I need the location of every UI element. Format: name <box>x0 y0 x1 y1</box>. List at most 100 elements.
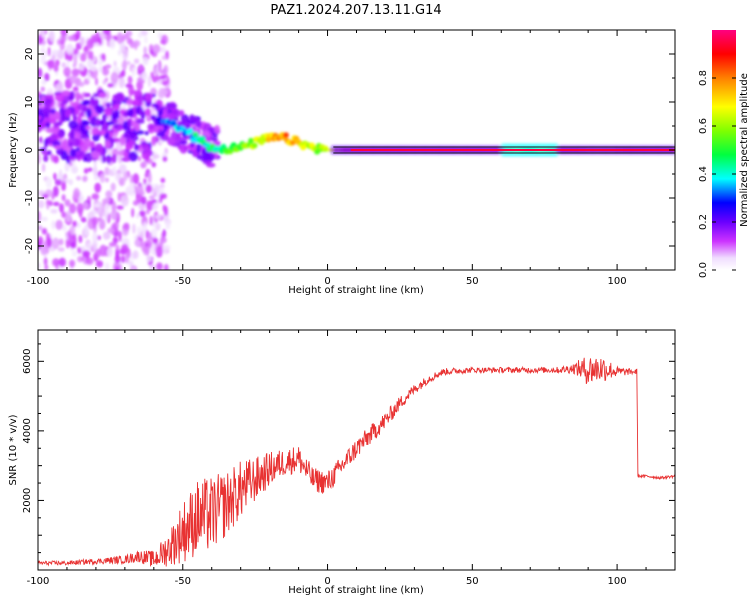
heatmap-cell <box>94 182 102 193</box>
heatmap-cell <box>82 156 88 162</box>
heatmap-cell <box>130 90 141 95</box>
heatmap-cell <box>59 203 64 213</box>
heatmap-cell <box>72 63 77 68</box>
heatmap-cell <box>57 130 63 137</box>
heatmap-cell <box>179 140 188 145</box>
heatmap-cell <box>154 214 162 219</box>
heatmap-cell <box>167 136 177 146</box>
heatmap-cell <box>83 224 89 237</box>
heatmap-cell <box>38 262 41 269</box>
heatmap-cell <box>107 227 115 234</box>
y-tick-label: 2000 <box>22 488 33 513</box>
heatmap-cell <box>112 166 117 174</box>
heatmap-cell <box>187 128 194 134</box>
heatmap-cell <box>117 125 123 131</box>
heatmap-cell <box>78 150 85 158</box>
heatmap-cell <box>123 133 131 139</box>
heatmap-cell <box>40 95 46 103</box>
heatmap-cell <box>106 121 115 126</box>
heatmap-cell <box>58 257 66 267</box>
heatmap-cell <box>87 58 93 69</box>
heatmap-cell <box>45 200 53 205</box>
heatmap-cell <box>80 245 86 251</box>
heatmap-cell <box>132 223 136 234</box>
heatmap-cell <box>109 38 116 50</box>
heatmap-cell <box>141 71 148 81</box>
heatmap-cell <box>137 226 141 238</box>
heatmap-cell <box>138 79 145 84</box>
heatmap-cell <box>79 36 85 47</box>
heatmap-cell <box>54 111 61 120</box>
colorbar-gradient <box>712 30 736 270</box>
heatmap-cell <box>147 123 155 131</box>
heatmap-cell <box>82 120 90 126</box>
heatmap-cell <box>68 120 78 129</box>
heatmap-cell <box>137 32 143 39</box>
heatmap-cell <box>91 216 99 226</box>
heatmap-cell <box>54 179 62 186</box>
heatmap-cell <box>111 153 117 164</box>
heatmap-cell <box>143 178 147 185</box>
heatmap-cell <box>107 83 114 88</box>
heatmap-cell <box>71 250 77 257</box>
heatmap-cell <box>104 166 110 176</box>
heatmap-cell <box>162 204 166 212</box>
heatmap-cell <box>49 30 55 43</box>
heatmap-cell <box>79 125 86 132</box>
heatmap-cell <box>52 237 60 250</box>
heatmap-cell <box>95 260 104 268</box>
heatmap-cell <box>108 242 117 247</box>
heatmap-cell <box>104 262 110 270</box>
heatmap-cell <box>76 175 82 181</box>
heatmap-cell <box>147 75 152 88</box>
heatmap-cell <box>69 75 78 84</box>
heatmap-cell <box>94 202 100 208</box>
heatmap-cell <box>57 39 61 46</box>
heatmap-cell <box>230 142 237 148</box>
heatmap-cell <box>52 128 60 134</box>
heatmap-cell <box>116 32 124 44</box>
y-tick-label: 0 <box>24 147 35 153</box>
heatmap-cell <box>145 184 153 194</box>
heatmap-cell <box>69 148 77 158</box>
heatmap-cell <box>124 253 130 264</box>
heatmap-cell <box>119 108 126 115</box>
heatmap-cell <box>206 162 216 168</box>
heatmap-cell <box>99 244 108 257</box>
heatmap-cell <box>159 75 167 80</box>
heatmap-cell <box>128 182 135 192</box>
heatmap-cell <box>38 67 43 78</box>
heatmap-cell <box>69 203 76 214</box>
heatmap-cell <box>144 173 149 178</box>
heatmap-cell <box>40 243 48 256</box>
heatmap-cell <box>47 46 51 57</box>
heatmap-cell <box>55 59 60 67</box>
heatmap-cell <box>101 124 109 130</box>
heatmap-cell <box>133 58 140 64</box>
heatmap-cell <box>152 237 159 245</box>
heatmap-cell <box>65 210 72 223</box>
chart-title: PAZ1.2024.207.13.11.G14 <box>270 3 441 18</box>
heatmap-cell <box>102 113 107 122</box>
heatmap-cell <box>39 147 47 152</box>
heatmap-cell <box>159 69 165 75</box>
heatmap-cell <box>48 118 57 124</box>
y-tick-label: 20 <box>24 48 35 61</box>
heatmap-cell <box>134 239 141 247</box>
heatmap-cell <box>146 255 152 263</box>
heatmap-cell <box>192 131 199 138</box>
heatmap-cell <box>142 144 151 153</box>
heatmap-cell <box>75 91 81 102</box>
heatmap-cell <box>95 77 98 86</box>
x-tick-label: 0 <box>324 576 330 587</box>
heatmap-cell <box>89 98 100 105</box>
heatmap-cell <box>82 201 89 210</box>
x-tick-label: 100 <box>608 576 627 587</box>
heatmap-cell <box>118 77 125 89</box>
heatmap-cell <box>153 104 159 109</box>
heatmap-cell <box>155 245 163 258</box>
heatmap-cell <box>71 165 79 174</box>
heatmap-cell <box>100 217 104 227</box>
heatmap-cell <box>248 137 255 144</box>
